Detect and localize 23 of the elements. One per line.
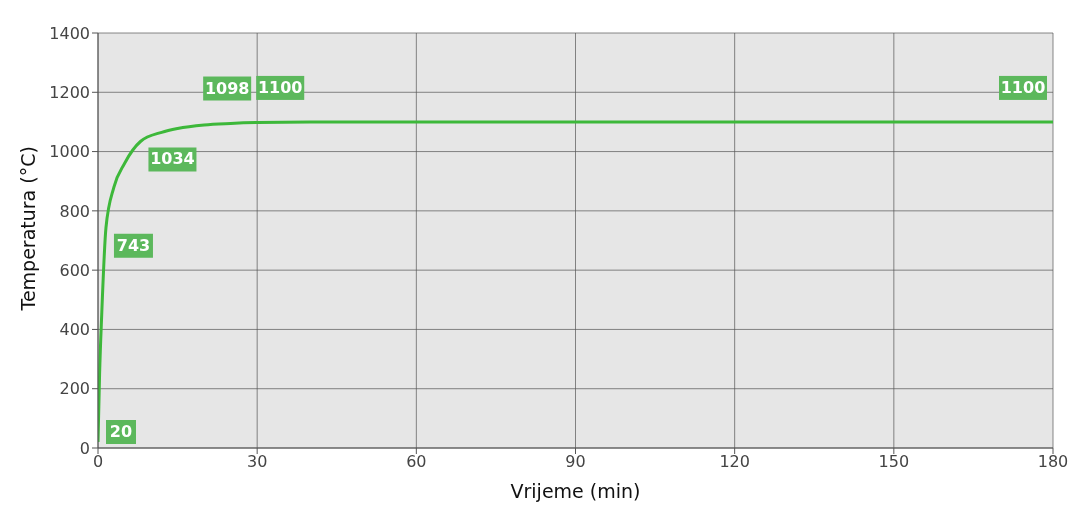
y-tick-label: 0	[79, 438, 90, 458]
x-tick-label: 60	[406, 452, 427, 472]
y-axis-title: Temperatura (°C)	[16, 146, 39, 312]
y-tick-label: 600	[59, 260, 90, 280]
x-tick-label: 90	[565, 452, 586, 472]
data-label: 1034	[150, 149, 195, 169]
data-label: 1100	[257, 77, 303, 97]
data-label: 743	[116, 235, 151, 255]
x-tick-label: 150	[878, 452, 910, 472]
y-tick-label: 1400	[49, 23, 90, 43]
x-tick-label: 180	[1037, 452, 1069, 472]
x-axis-title: Vrijeme (min)	[510, 480, 641, 502]
data-label: 20	[109, 422, 133, 441]
x-tick-label: 30	[246, 452, 268, 472]
x-tick-label: 120	[719, 452, 750, 472]
data-label: 1098	[204, 78, 250, 98]
y-tick-label: 1200	[49, 82, 90, 102]
x-tick-label: 0	[92, 452, 104, 472]
y-tick-label: 400	[59, 320, 90, 340]
y-tick-label: 800	[59, 201, 90, 221]
y-tick-label: 200	[59, 379, 90, 399]
y-tick-label: 1000	[49, 142, 90, 162]
data-label: 1100	[1000, 77, 1046, 97]
